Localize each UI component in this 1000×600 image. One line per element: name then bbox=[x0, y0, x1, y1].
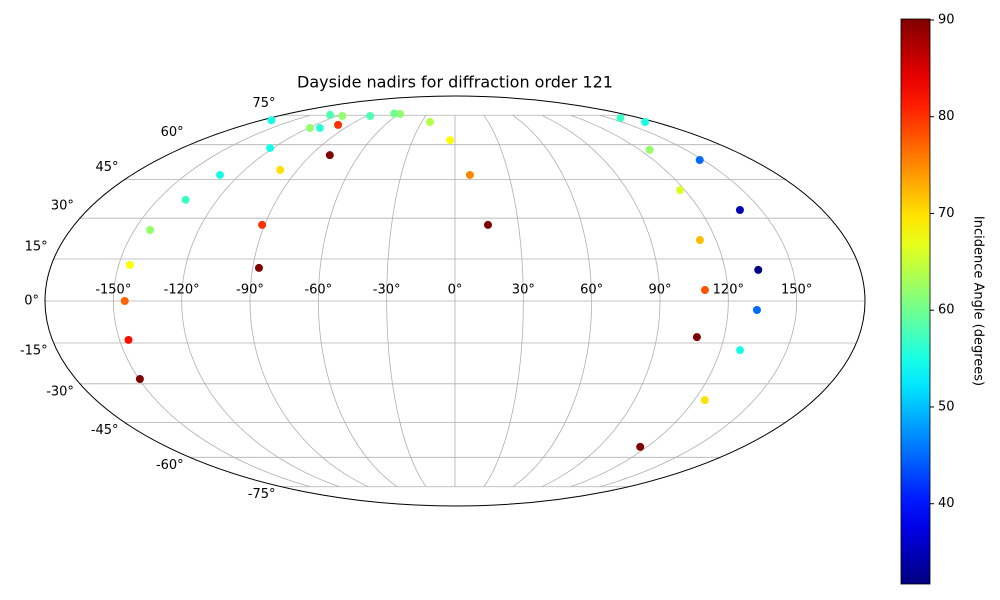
point bbox=[266, 143, 275, 152]
x-tick-label: 60° bbox=[580, 283, 603, 298]
point bbox=[483, 220, 492, 229]
x-tick-label: 90° bbox=[648, 283, 671, 298]
point bbox=[390, 109, 399, 118]
y-tick-label: -45° bbox=[91, 423, 119, 438]
point bbox=[267, 116, 276, 125]
point bbox=[146, 225, 155, 234]
point bbox=[676, 186, 685, 195]
grid-line bbox=[541, 114, 661, 488]
colorbar-tick-label: 90 bbox=[938, 12, 955, 27]
x-tick-label: -60° bbox=[304, 283, 332, 298]
y-tick-label: -30° bbox=[46, 384, 74, 399]
x-tick-label: 0° bbox=[448, 283, 463, 298]
y-tick-label: 75° bbox=[252, 96, 275, 111]
point bbox=[636, 442, 645, 451]
point bbox=[254, 263, 263, 272]
point bbox=[736, 346, 745, 355]
point bbox=[258, 220, 267, 229]
point bbox=[465, 170, 474, 179]
x-tick-label: 120° bbox=[713, 283, 744, 298]
point bbox=[695, 236, 704, 245]
y-tick-label: 30° bbox=[51, 199, 74, 214]
point bbox=[306, 123, 315, 132]
x-tick-label: -120° bbox=[164, 283, 200, 298]
colorbar-tick-label: 50 bbox=[938, 399, 955, 414]
point bbox=[695, 155, 704, 164]
point bbox=[366, 111, 375, 120]
point bbox=[446, 136, 455, 145]
colorbar-tick-label: 60 bbox=[938, 303, 955, 318]
point bbox=[125, 260, 134, 269]
point bbox=[124, 335, 133, 344]
grid-line bbox=[512, 114, 593, 488]
point bbox=[692, 333, 701, 342]
point bbox=[396, 109, 405, 118]
grid-line bbox=[570, 114, 729, 488]
grid-line bbox=[112, 114, 311, 488]
point bbox=[700, 396, 709, 405]
x-tick-label: -30° bbox=[373, 283, 401, 298]
grid-line bbox=[483, 115, 524, 487]
y-tick-label: 60° bbox=[161, 125, 184, 140]
point bbox=[315, 123, 324, 132]
point bbox=[181, 195, 190, 204]
point bbox=[425, 118, 434, 127]
colorbar-tick-label: 70 bbox=[938, 206, 955, 221]
chart-title: Dayside nadirs for diffraction order 121 bbox=[297, 73, 613, 92]
y-tick-label: -75° bbox=[248, 487, 276, 502]
point bbox=[216, 170, 225, 179]
x-tick-label: -150° bbox=[95, 283, 131, 298]
y-tick-label: 0° bbox=[24, 294, 39, 309]
x-tick-label: 150° bbox=[781, 283, 812, 298]
point bbox=[120, 297, 129, 305]
colorbar-tick-label: 40 bbox=[938, 496, 955, 511]
point bbox=[135, 375, 144, 384]
point bbox=[641, 118, 650, 127]
grid-line bbox=[181, 114, 340, 488]
colorbar-tick-label: 80 bbox=[938, 109, 955, 124]
point bbox=[752, 305, 761, 314]
point bbox=[754, 265, 763, 274]
point bbox=[700, 286, 709, 295]
colorbar bbox=[900, 18, 931, 585]
grid-line bbox=[249, 114, 369, 488]
point bbox=[325, 151, 334, 160]
y-tick-label: 45° bbox=[96, 160, 119, 175]
map-outline bbox=[44, 95, 866, 507]
point bbox=[276, 165, 285, 174]
grid-line bbox=[599, 114, 798, 488]
x-tick-label: 30° bbox=[512, 283, 535, 298]
x-tick-label: -90° bbox=[236, 283, 264, 298]
grid-line bbox=[386, 115, 427, 487]
point bbox=[645, 145, 654, 154]
y-tick-label: -15° bbox=[20, 343, 48, 358]
point bbox=[338, 111, 347, 120]
point bbox=[735, 205, 744, 214]
point bbox=[616, 114, 625, 123]
grid-line bbox=[317, 114, 398, 488]
y-tick-label: -60° bbox=[156, 458, 184, 473]
point bbox=[334, 120, 343, 129]
point bbox=[326, 110, 335, 119]
y-tick-label: 15° bbox=[25, 240, 48, 255]
colorbar-label: Incidence Angle (degrees) bbox=[971, 216, 986, 386]
